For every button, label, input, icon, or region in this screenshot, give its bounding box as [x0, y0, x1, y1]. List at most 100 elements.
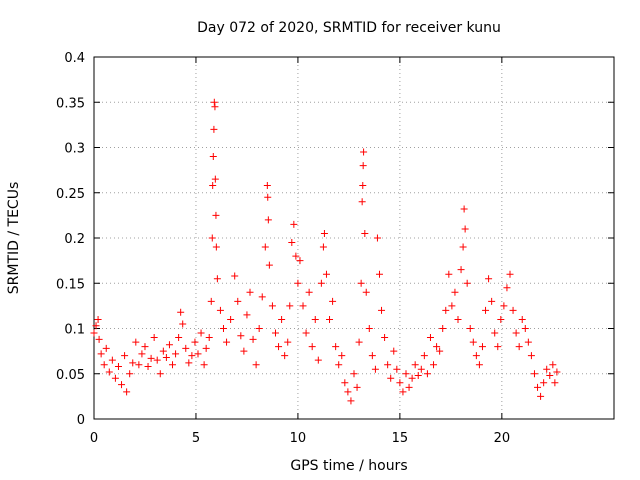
data-point [478, 343, 486, 351]
data-point [202, 344, 210, 352]
data-point [207, 297, 215, 305]
data-point [299, 302, 307, 310]
data-point [546, 372, 554, 380]
data-point [123, 388, 131, 396]
data-point [243, 311, 251, 319]
data-point [268, 302, 276, 310]
data-point [194, 350, 202, 358]
data-point [209, 182, 217, 190]
data-point [512, 329, 520, 337]
data-point [314, 356, 322, 364]
data-point [169, 361, 177, 369]
data-point [308, 343, 316, 351]
data-point [191, 338, 199, 346]
data-point [234, 297, 242, 305]
data-point [524, 338, 532, 346]
y-tick-label: 0.05 [56, 368, 85, 383]
data-point [373, 234, 381, 242]
data-point [208, 234, 216, 242]
data-point [475, 361, 483, 369]
data-point [102, 344, 110, 352]
data-point [551, 379, 559, 387]
data-point [361, 229, 369, 237]
data-point [210, 98, 218, 106]
data-point [353, 383, 361, 391]
y-tick-label: 0.35 [56, 96, 85, 111]
data-point [527, 352, 535, 360]
data-point [326, 315, 334, 323]
data-point [264, 216, 272, 224]
data-point [482, 306, 490, 314]
data-point [305, 288, 313, 296]
data-point [227, 315, 235, 323]
data-point [156, 370, 164, 378]
data-point [182, 344, 190, 352]
data-point [360, 148, 368, 156]
data-point [371, 365, 379, 373]
data-point [488, 297, 496, 305]
data-point [286, 302, 294, 310]
data-point [390, 347, 398, 355]
data-point [442, 306, 450, 314]
data-point [209, 153, 217, 161]
data-point [417, 365, 425, 373]
data-point [396, 379, 404, 387]
data-point [210, 125, 218, 133]
data-point [344, 388, 352, 396]
data-point [138, 350, 146, 358]
data-point [494, 343, 502, 351]
data-point [240, 347, 248, 355]
data-point [509, 306, 517, 314]
data-point [261, 243, 269, 251]
data-point [265, 261, 273, 269]
data-point [549, 361, 557, 369]
data-point [399, 388, 407, 396]
data-point [126, 370, 134, 378]
data-point [135, 361, 143, 369]
data-point [457, 266, 465, 274]
data-point [402, 370, 410, 378]
data-point [211, 103, 219, 111]
data-point [506, 270, 514, 278]
data-point [497, 315, 505, 323]
data-point [534, 383, 542, 391]
data-point [205, 334, 213, 342]
data-point [347, 397, 355, 405]
data-point [405, 383, 413, 391]
data-point [500, 302, 508, 310]
data-point [375, 270, 383, 278]
data-point [430, 361, 438, 369]
data-point [537, 392, 545, 400]
data-point [212, 211, 220, 219]
data-point [141, 343, 149, 351]
data-point [162, 353, 170, 361]
y-tick-label: 0.2 [64, 232, 85, 247]
data-point [381, 334, 389, 342]
data-point [553, 368, 561, 376]
data-point [485, 275, 493, 283]
data-point [322, 270, 330, 278]
data-point [271, 329, 279, 337]
data-point [292, 252, 300, 260]
data-point [284, 338, 292, 346]
data-point [111, 374, 119, 382]
y-tick-label: 0.15 [56, 277, 85, 292]
data-point [288, 239, 296, 247]
data-point [278, 315, 286, 323]
data-point [466, 325, 474, 332]
chart-title: Day 072 of 2020, SRMTID for receiver kun… [197, 20, 501, 36]
x-tick-label: 0 [90, 431, 98, 446]
data-point [311, 315, 319, 323]
data-point [472, 352, 480, 360]
data-point [317, 279, 325, 287]
data-point [219, 325, 227, 332]
y-tick-label: 0 [77, 413, 85, 428]
data-point [338, 352, 346, 360]
data-point [177, 308, 185, 316]
data-point [132, 338, 140, 346]
data-point [448, 302, 456, 310]
data-point [197, 329, 205, 337]
data-point [302, 329, 310, 337]
data-point [281, 352, 289, 360]
data-point [451, 288, 459, 296]
